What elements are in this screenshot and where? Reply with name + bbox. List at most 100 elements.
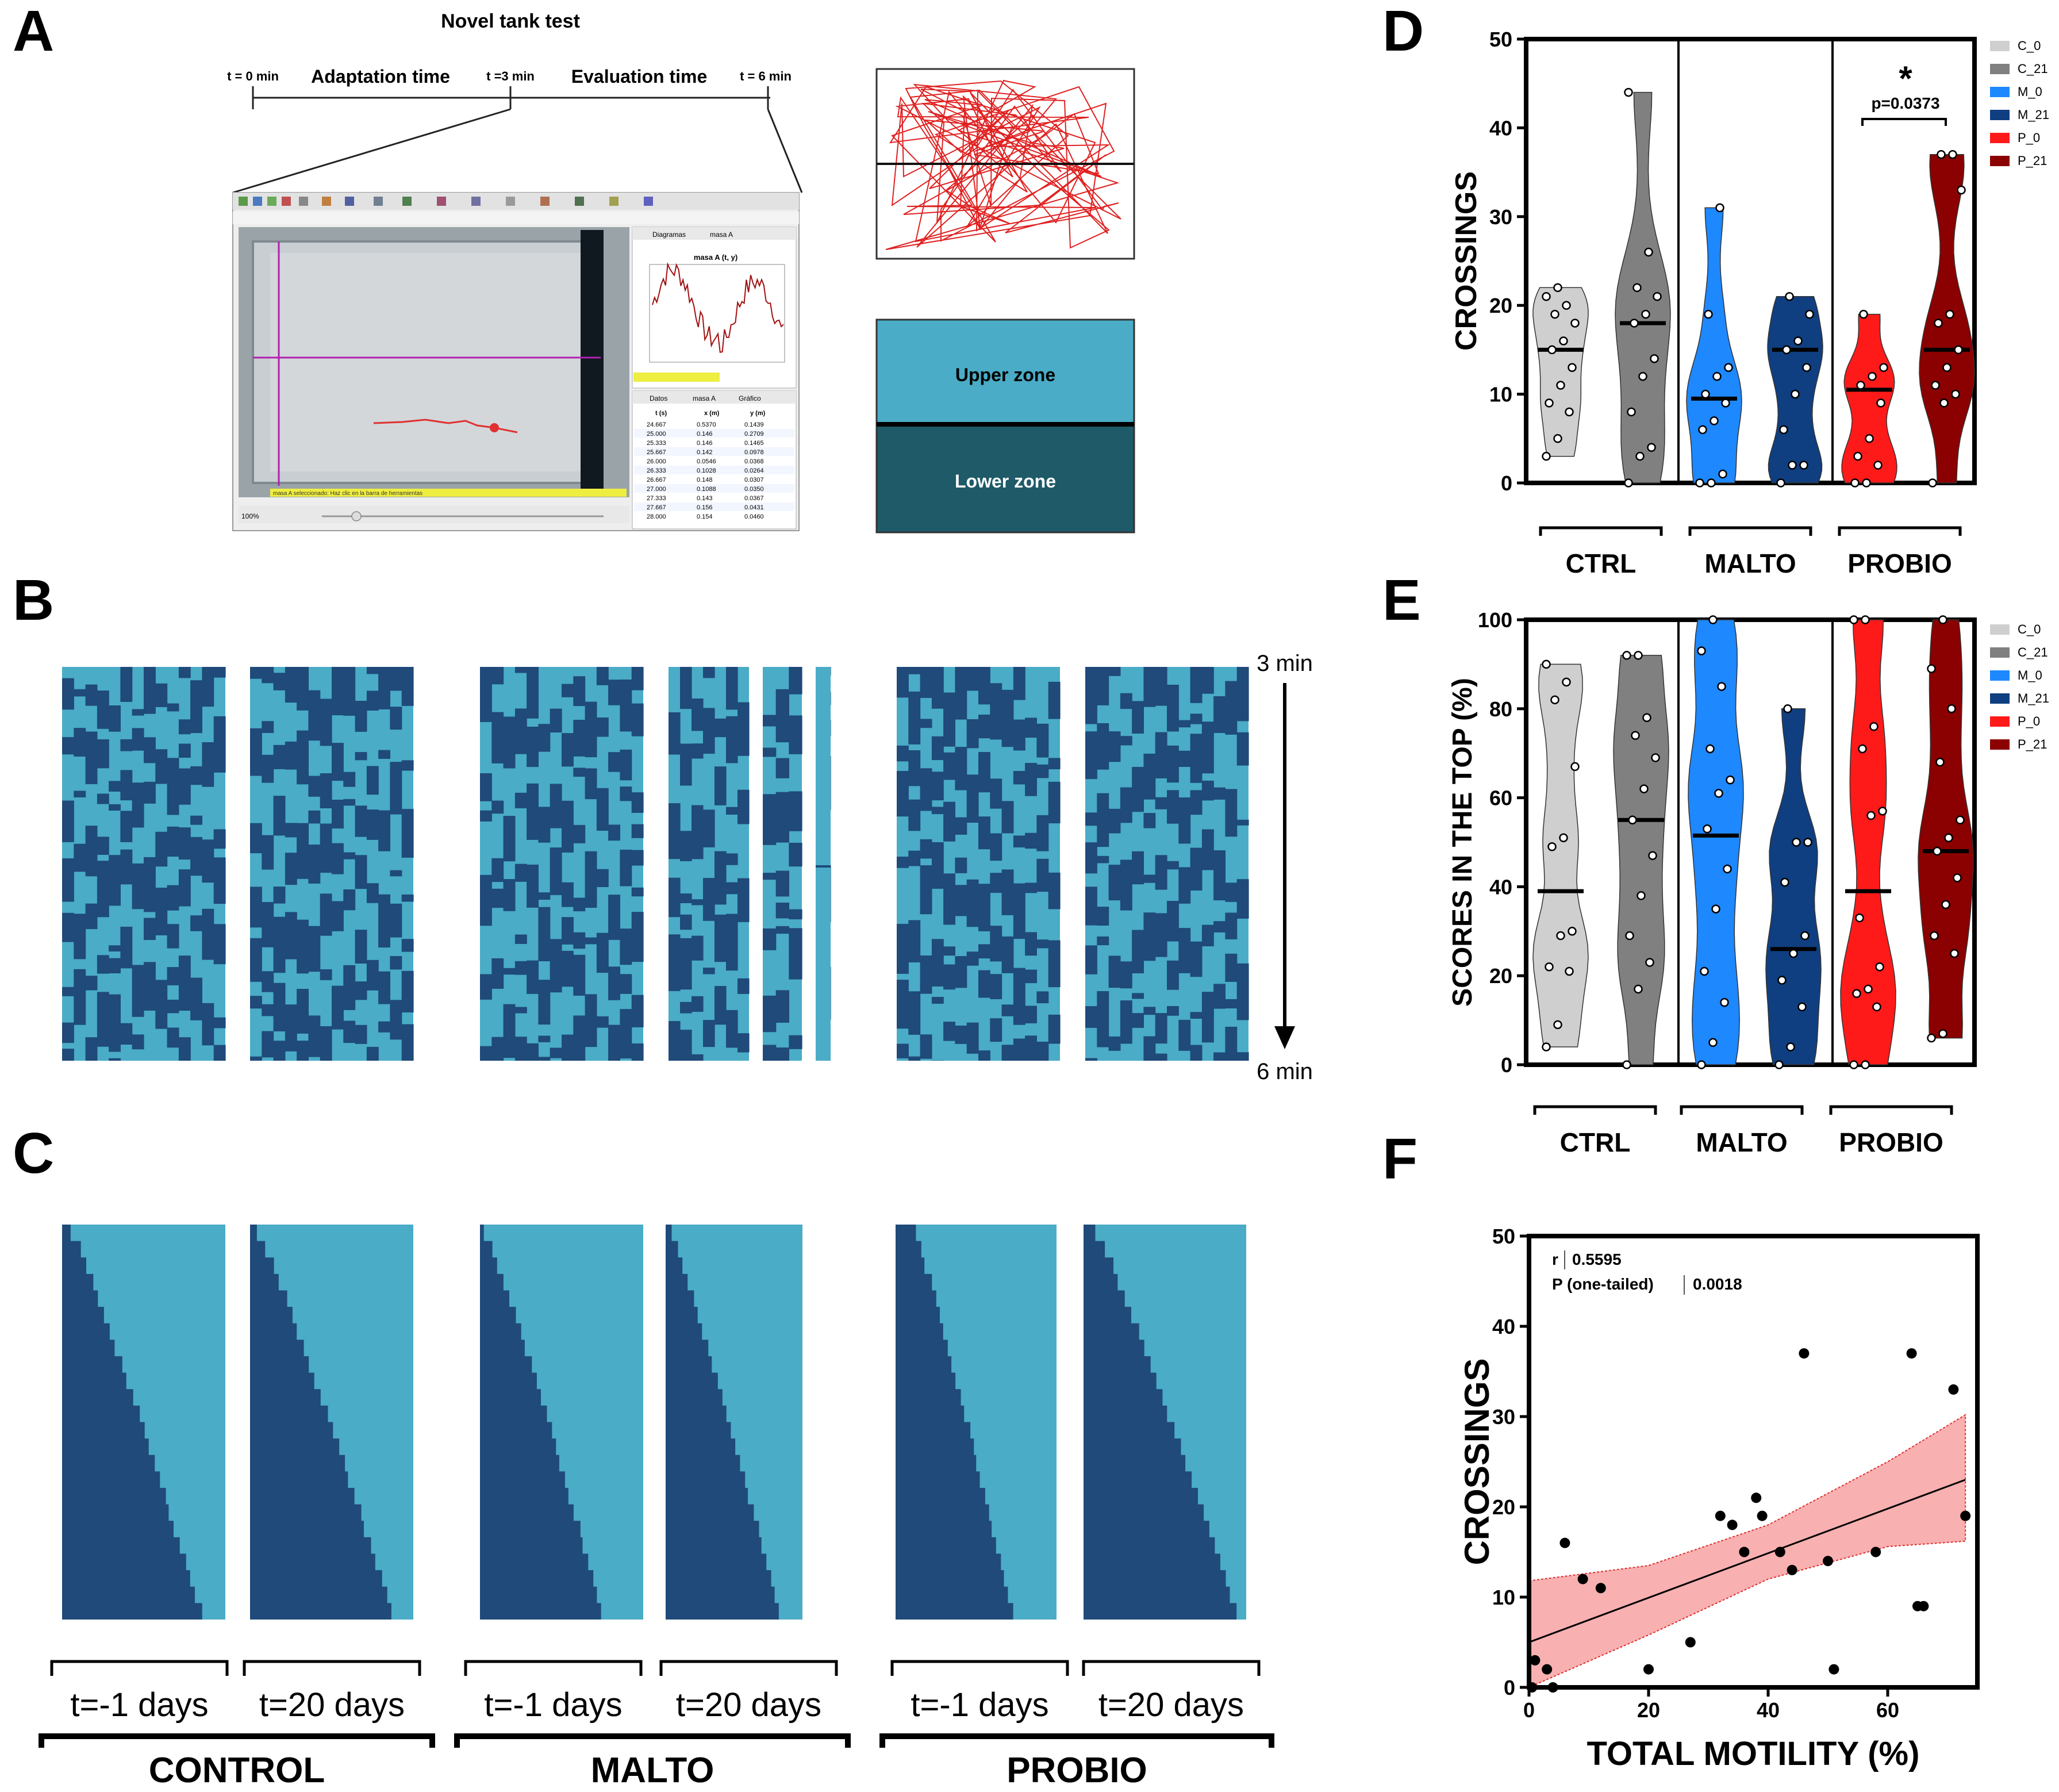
heatmap-cell <box>178 719 191 735</box>
data-point <box>1797 1002 1807 1012</box>
heatmap-cell <box>74 843 86 872</box>
data-point <box>1944 833 1953 843</box>
data-point <box>1850 478 1860 488</box>
heatmap-cell <box>669 877 681 918</box>
heatmap-cell <box>297 919 309 974</box>
heatmap-cell <box>355 805 367 837</box>
heatmap-cell <box>669 712 681 755</box>
heatmap-cell <box>273 1041 286 1061</box>
heatmap-cell <box>1143 813 1156 828</box>
heatmap-cell <box>144 737 156 763</box>
violin-C_21 <box>1615 91 1671 484</box>
heatmap-cell <box>1201 722 1214 774</box>
heatmap-cell <box>109 994 121 1052</box>
staircase-shape <box>250 1225 398 1620</box>
staircase-shape <box>1084 1225 1243 1620</box>
y-tick-label: 40 <box>1492 1315 1515 1338</box>
heatmap-cell <box>955 817 967 835</box>
data-point <box>1698 425 1707 435</box>
heatmap-cell <box>1201 829 1214 870</box>
novel-tank-title: Novel tank test <box>441 10 580 32</box>
violin-M_0 <box>1688 619 1744 1065</box>
data-point <box>1627 407 1636 417</box>
heatmap-cell <box>1225 953 1238 982</box>
data-point <box>1935 757 1945 767</box>
panel-letter-c: C <box>13 1121 54 1185</box>
data-point <box>1855 913 1864 923</box>
heatmap-cell <box>132 728 144 751</box>
heatmap-cell <box>366 766 379 795</box>
heatmap-cell <box>1001 1004 1014 1016</box>
heatmap-cell <box>562 684 574 697</box>
data-point <box>1559 336 1568 346</box>
data-point <box>1708 1038 1718 1047</box>
heatmap-cell <box>608 824 620 841</box>
heatmap-cell <box>1225 681 1238 735</box>
data-point <box>1625 931 1634 941</box>
heatmap-cell <box>120 849 133 885</box>
heatmap-cell <box>250 996 262 1009</box>
legend-swatch <box>1990 64 2010 74</box>
heatmap-cell <box>931 772 944 801</box>
heatmap-cell <box>562 882 574 907</box>
heatmap-cell <box>285 912 297 960</box>
scatter-point <box>1685 1637 1696 1648</box>
heatmap-cell <box>990 833 1002 861</box>
heatmap-cell <box>355 701 367 732</box>
heatmap-cell <box>167 924 179 949</box>
data-point <box>1570 319 1580 328</box>
heatmap-cell <box>1025 717 1037 738</box>
heatmap-cell <box>562 950 574 987</box>
data-point <box>1780 877 1789 887</box>
heatmap-cell <box>631 824 644 838</box>
heatmap-cell <box>920 1034 932 1059</box>
heatmap-cell <box>1225 1026 1238 1061</box>
heatmap-cell <box>1048 1014 1061 1044</box>
data-point <box>1805 309 1814 319</box>
heatmap-cell <box>990 926 1002 962</box>
group-bracket <box>39 1733 435 1748</box>
heatmap-cell <box>120 770 133 801</box>
timeline-t3: t =3 min <box>486 69 535 83</box>
heatmap-cell <box>990 683 1002 740</box>
data-point <box>1937 149 1946 159</box>
heatmap-cell <box>320 969 332 980</box>
heatmap-cell <box>514 667 527 673</box>
heatmap-cell <box>669 934 681 991</box>
heatmap-cell <box>62 800 74 842</box>
legend-swatch <box>1990 670 2010 681</box>
heatmap-cell <box>1085 842 1097 874</box>
stats-p-value: 0.0018 <box>1693 1275 1742 1293</box>
table-cell: 0.0350 <box>744 486 764 493</box>
heatmap-cell <box>190 836 202 876</box>
heatmap-cell <box>955 956 967 988</box>
data-point <box>1622 1060 1631 1069</box>
legend-label: M_0 <box>2018 668 2042 682</box>
data-point <box>1645 958 1654 967</box>
heatmap-cell <box>1178 1019 1191 1051</box>
data-point <box>1556 931 1565 941</box>
heatmap-cell <box>1097 793 1109 847</box>
heatmap-cell <box>155 888 168 935</box>
heatmap-cell <box>990 1018 1002 1042</box>
heatmap-cell <box>167 703 179 712</box>
data-point <box>1641 309 1650 319</box>
heatmap-cell <box>378 667 390 709</box>
heatmap-cell <box>1178 867 1191 904</box>
legend-swatch <box>1990 41 2010 51</box>
heatmap-cell <box>737 789 750 824</box>
group-bracket <box>879 1733 1274 1748</box>
heatmap-cell <box>1013 835 1025 847</box>
table-cell: 0.0978 <box>744 449 764 456</box>
heatmap-cell <box>97 739 109 769</box>
heatmap-cell <box>908 667 921 674</box>
heatmap-cell <box>908 1056 921 1061</box>
scatter-point <box>1799 1348 1810 1359</box>
y-tick-label: 0 <box>1501 1053 1512 1077</box>
heatmap-cell <box>250 1056 262 1061</box>
panel-letter-f: F <box>1382 1127 1418 1191</box>
data-point <box>1624 87 1633 97</box>
timeline-t6: t = 6 min <box>740 69 792 83</box>
heatmap-cell <box>190 815 202 825</box>
heatmap-cell <box>297 667 309 711</box>
